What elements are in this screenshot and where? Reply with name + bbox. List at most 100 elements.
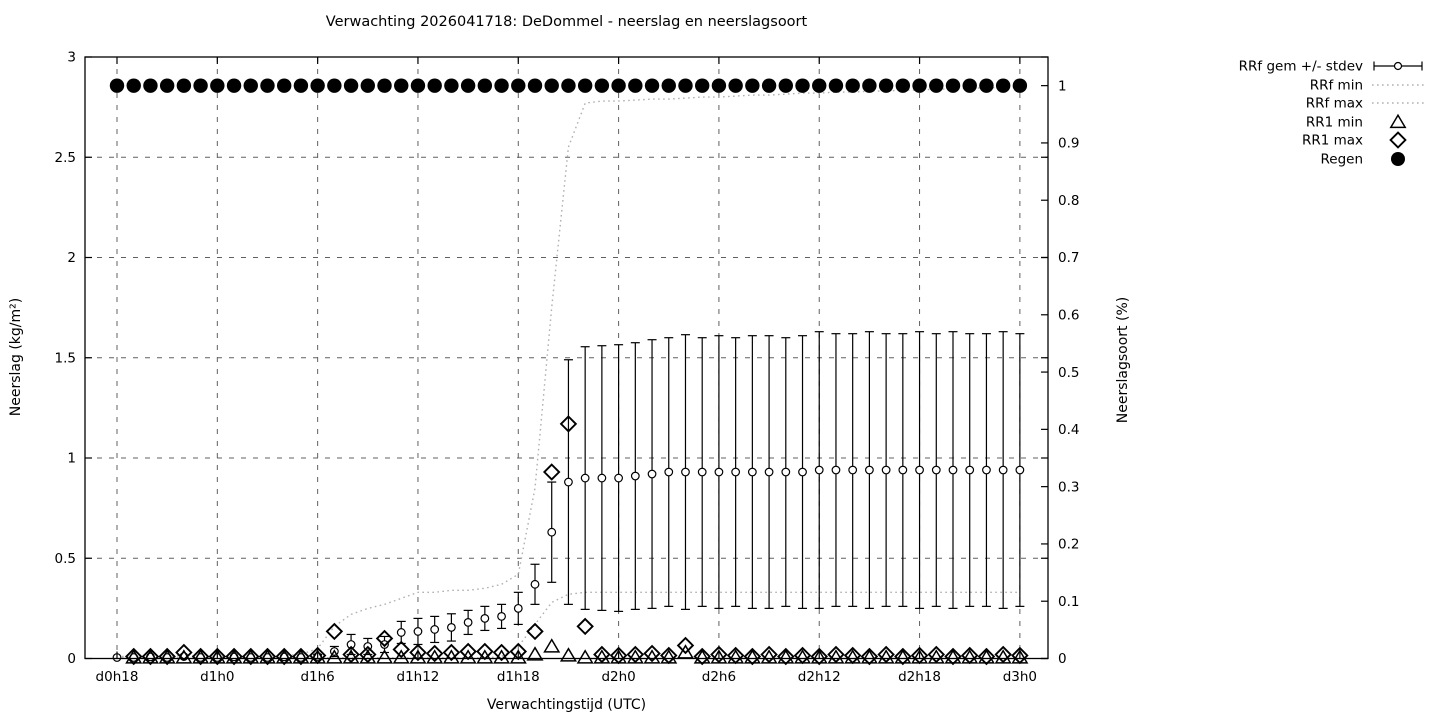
rrf-gem-point xyxy=(530,579,540,589)
y2-tick-label: 0.1 xyxy=(1058,594,1079,610)
series-rr1-min-points xyxy=(125,638,1029,664)
triangle-marker xyxy=(977,649,995,664)
diamond-marker xyxy=(994,645,1012,664)
diamond-marker xyxy=(576,617,594,636)
regen-marker xyxy=(878,78,894,93)
regen-marker xyxy=(577,78,593,93)
diamond-marker xyxy=(894,647,912,666)
regen-marker xyxy=(895,78,911,93)
triangle-marker xyxy=(526,646,544,661)
regen-marker xyxy=(243,78,258,93)
rrf-gem-point xyxy=(831,465,841,475)
triangle-marker xyxy=(576,649,594,664)
y-tick-label: 1.5 xyxy=(55,350,76,366)
regen-marker xyxy=(159,78,175,93)
legend-errorbar-sample xyxy=(1373,61,1423,71)
rrf-gem-point xyxy=(898,465,908,475)
diamond-marker xyxy=(693,647,711,666)
regen-marker xyxy=(945,78,961,93)
rrf-gem-point xyxy=(413,627,423,636)
x-tick-label: d2h0 xyxy=(601,669,635,685)
regen-marker xyxy=(795,78,810,93)
legend-item-label: RRf min xyxy=(1310,78,1363,94)
legend-item-label: RR1 max xyxy=(1302,133,1363,149)
rrf-gem-point xyxy=(714,467,724,477)
diamond-marker xyxy=(710,645,728,664)
triangle-marker xyxy=(392,649,410,664)
regen-marker xyxy=(494,78,509,93)
triangle-marker xyxy=(743,649,761,664)
rrf-gem-point xyxy=(647,469,657,479)
regen-marker xyxy=(661,78,676,93)
legend: RRf gem +/- stdev RRf min RRf max RR1 min RR… xyxy=(1239,59,1424,168)
x-axis-tick-labels: d0h18 d1h0 d1h6 d1h12 d1h18 d2h0 d2h6 d2h12 d2h1… xyxy=(96,669,1037,685)
rrf-gem-point xyxy=(965,465,975,475)
triangle-marker xyxy=(944,649,962,664)
regen-marker xyxy=(394,78,409,93)
regen-marker xyxy=(293,78,309,93)
x-tick-label: d2h12 xyxy=(798,669,841,685)
rrf-gem-point xyxy=(731,467,741,477)
regen-marker xyxy=(1012,78,1028,93)
legend-item-label: RRf gem +/- stdev xyxy=(1239,59,1363,75)
rrf-gem-point xyxy=(380,640,389,649)
regen-marker xyxy=(912,78,927,93)
axis-ticks xyxy=(85,56,1048,660)
rrf-gem-point xyxy=(948,465,958,475)
diamond-marker xyxy=(910,646,929,665)
diamond-marker xyxy=(158,647,176,666)
legend-item-regen: Regen xyxy=(1320,152,1405,168)
y-tick-label: 1 xyxy=(67,451,76,467)
y-tick-label: 0 xyxy=(67,651,76,667)
diamond-marker xyxy=(308,646,327,665)
legend-open-circle-icon xyxy=(1393,61,1403,71)
legend-triangle-icon xyxy=(1389,113,1407,129)
y2-tick-label: 0.4 xyxy=(1058,422,1079,438)
rrf-gem-point xyxy=(764,467,774,477)
regen-marker xyxy=(377,78,392,93)
diamond-marker xyxy=(175,643,193,662)
legend-filled-circle-icon xyxy=(1391,152,1405,166)
diamond-marker xyxy=(124,647,143,666)
series-rr1-max-points xyxy=(124,415,1029,666)
rrf-gem-point xyxy=(747,467,757,477)
triangle-marker xyxy=(860,649,878,664)
legend-item-label: RRf max xyxy=(1306,96,1363,112)
regen-marker xyxy=(594,78,610,93)
regen-marker xyxy=(711,78,727,93)
regen-marker xyxy=(277,78,292,93)
diamond-marker xyxy=(1011,646,1029,665)
regen-marker xyxy=(628,78,643,93)
diamond-marker xyxy=(593,645,611,664)
diamond-marker xyxy=(960,646,979,665)
x-tick-label: d1h0 xyxy=(200,669,234,685)
diamond-marker xyxy=(626,645,645,664)
y2-tick-label: 0 xyxy=(1058,651,1067,667)
diamond-marker xyxy=(258,647,277,666)
legend-item-label: RR1 min xyxy=(1306,115,1363,131)
regen-marker xyxy=(226,78,242,93)
regen-marker xyxy=(444,78,459,93)
rrf-gem-point xyxy=(681,467,690,477)
rrf-gem-point xyxy=(564,477,573,487)
legend-item-rr1-min: RR1 min xyxy=(1306,113,1407,131)
regen-marker xyxy=(778,78,793,93)
regen-marker xyxy=(143,78,158,93)
diamond-marker xyxy=(425,644,444,663)
regen-marker xyxy=(360,78,375,93)
regen-marker xyxy=(561,78,576,93)
legend-item-rrf-gem: RRf gem +/- stdev xyxy=(1239,59,1423,75)
regen-marker xyxy=(260,78,275,93)
rrf-gem-point xyxy=(814,465,824,475)
regen-marker xyxy=(929,78,944,93)
regen-marker xyxy=(862,78,877,93)
diamond-marker xyxy=(927,645,946,664)
diamond-marker xyxy=(743,647,762,666)
regen-marker xyxy=(761,78,777,93)
regen-marker xyxy=(728,78,743,93)
rrf-gem-point xyxy=(513,603,523,613)
legend-diamond-icon xyxy=(1389,131,1407,149)
regen-marker xyxy=(678,78,693,93)
diamond-marker xyxy=(559,415,578,433)
